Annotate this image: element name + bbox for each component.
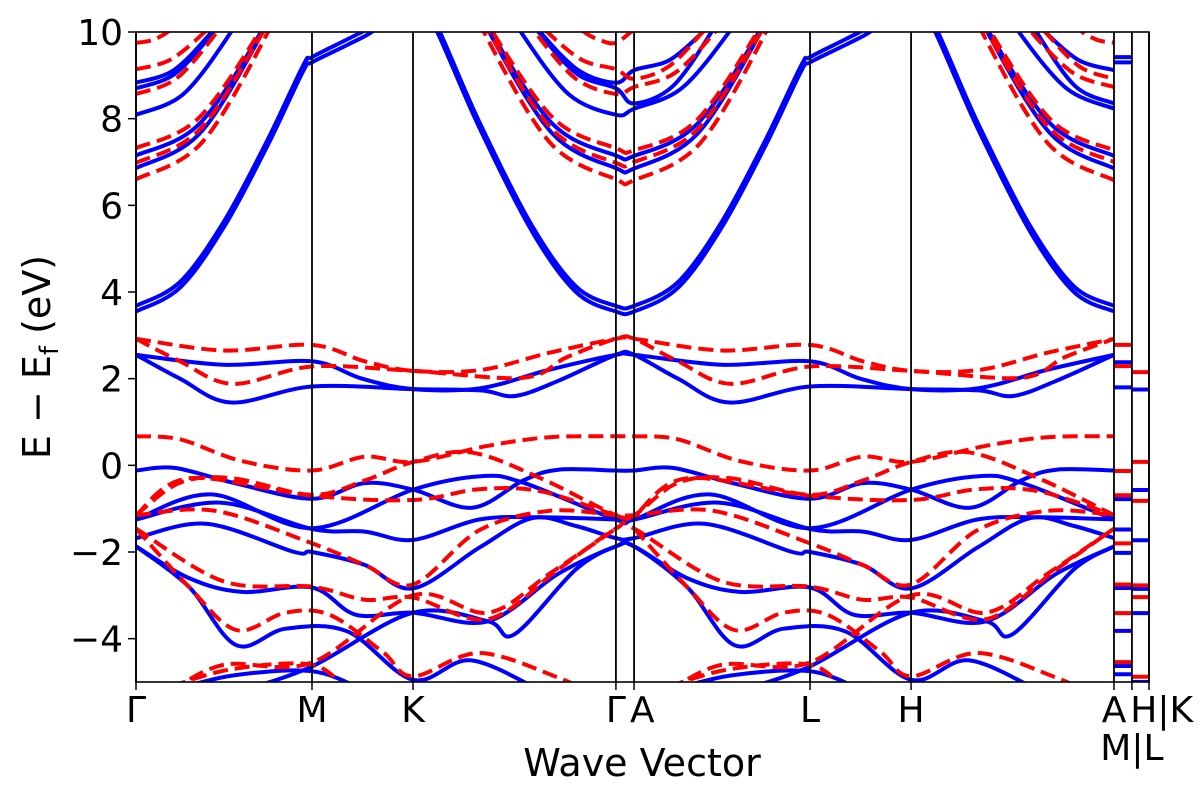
x-tick-label: K [401, 690, 426, 731]
band-line [136, 32, 1115, 317]
band-line [136, 32, 1115, 106]
plot-area [136, 32, 1149, 682]
x-tick-label: Γ [606, 690, 626, 731]
x-tick-label: L [800, 690, 820, 731]
y-tick-label: 8 [100, 100, 123, 141]
band-line [136, 32, 1115, 155]
band-line [136, 500, 1115, 543]
y-axis-ticks: −4 −2 0 2 4 6 8 10 [70, 13, 136, 661]
band-line [136, 475, 1115, 521]
band-line [136, 32, 1115, 311]
band-line [136, 32, 1115, 81]
band-line [194, 668, 352, 682]
band-line [136, 32, 1115, 187]
band-line [136, 527, 574, 682]
x-tick-label: H|K [1130, 690, 1194, 731]
band-line [136, 349, 1115, 405]
band-line [178, 661, 342, 682]
band-line [136, 32, 1115, 46]
band-line [136, 334, 1115, 386]
x-axis-ticks: Γ M K Γ A L H AM|LH|K [126, 682, 1194, 769]
band-line [676, 661, 840, 682]
y-tick-label: 2 [100, 360, 123, 401]
x-tick-label: M [297, 690, 328, 731]
band-line [136, 544, 529, 682]
band-line [136, 32, 1115, 175]
y-label-main: E − E [15, 355, 59, 459]
y-tick-label: −4 [70, 620, 123, 661]
band-line [136, 520, 1116, 622]
y-label-unit: (eV) [15, 255, 59, 346]
y-axis-label: E − Ef (eV) [15, 255, 65, 459]
band-line [136, 515, 1115, 591]
y-tick-label: 6 [100, 186, 123, 227]
axes-frame [135, 31, 1150, 683]
x-tick-label: H [898, 690, 925, 731]
band-line [136, 32, 1115, 162]
band-line [692, 668, 850, 682]
x-tick-label: M|L [1100, 728, 1163, 769]
y-tick-label: 10 [77, 13, 123, 54]
y-tick-label: −2 [70, 533, 123, 574]
band-line [136, 32, 1115, 118]
band-line [136, 507, 1115, 588]
x-tick-label: A [1102, 690, 1127, 731]
y-tick-label: 0 [100, 446, 123, 487]
y-label-subscript: f [35, 345, 65, 355]
x-tick-label: A [630, 690, 655, 731]
band-line [136, 465, 1115, 510]
band-line [632, 527, 1072, 682]
x-tick-label: Γ [126, 690, 146, 731]
band-line [136, 32, 1115, 169]
y-tick-label: 4 [100, 273, 123, 314]
x-axis-label: Wave Vector [523, 741, 761, 785]
band-line [136, 32, 1115, 85]
